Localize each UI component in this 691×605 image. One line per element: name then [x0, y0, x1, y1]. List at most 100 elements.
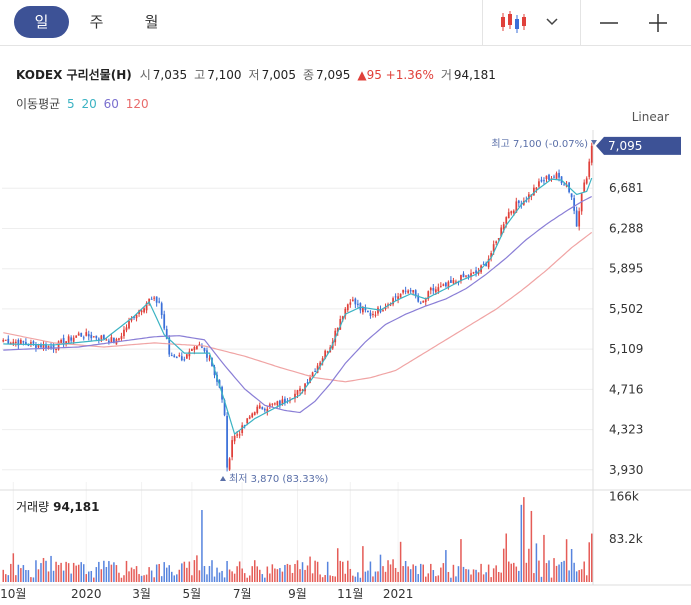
- volume-bar: [590, 533, 593, 582]
- volume-bar: [379, 554, 382, 582]
- volume-bar: [178, 569, 181, 582]
- candle-body: [336, 327, 339, 332]
- chart-type-button[interactable]: [490, 6, 570, 38]
- x-tick-label: 3월: [132, 587, 151, 601]
- candle-body: [296, 390, 299, 395]
- candle-body: [553, 176, 555, 178]
- volume-tick-label: 166k: [609, 490, 639, 504]
- candle-body: [548, 174, 550, 180]
- candle-body: [223, 400, 226, 416]
- volume-bar: [344, 573, 347, 582]
- volume-bar: [304, 569, 306, 582]
- candle-body: [563, 184, 565, 186]
- high-label: 고: [194, 68, 206, 82]
- volume-bar: [181, 563, 183, 582]
- candle-body: [268, 404, 271, 407]
- candle-body: [233, 435, 236, 442]
- volume-bar: [477, 572, 480, 582]
- candlestick-icon: [501, 11, 526, 33]
- candle-body: [163, 314, 166, 329]
- candle-body: [590, 145, 593, 163]
- candle-body: [402, 289, 405, 293]
- volume-bar: [372, 576, 374, 582]
- volume-bar: [98, 561, 100, 582]
- volume-bar: [57, 564, 60, 582]
- volume-bar: [367, 570, 369, 582]
- volume-bar: [523, 497, 525, 582]
- tab-monthly[interactable]: 월: [144, 13, 159, 31]
- candle-body: [45, 344, 47, 349]
- volume-bar: [228, 569, 231, 582]
- volume-bar: [575, 571, 578, 582]
- candle-body: [203, 347, 206, 352]
- volume-bar: [125, 560, 128, 582]
- candle-body: [160, 303, 163, 316]
- candle-body: [185, 354, 188, 359]
- volume-bar: [414, 565, 417, 582]
- volume-bar: [281, 571, 284, 582]
- x-tick-label: 2020: [71, 587, 102, 601]
- candle-body: [50, 346, 52, 348]
- volume-bar: [364, 571, 367, 582]
- tab-weekly[interactable]: 주: [89, 13, 104, 31]
- candle-body: [467, 274, 470, 277]
- volume-bar: [465, 569, 467, 582]
- volume-bar: [165, 567, 168, 582]
- candle-body: [351, 299, 354, 302]
- candle-body: [258, 405, 261, 409]
- candle-body: [40, 344, 42, 348]
- candle-body: [490, 253, 493, 258]
- low-value: 7,005: [261, 68, 296, 82]
- candle-body: [482, 263, 485, 265]
- volume-bar: [565, 539, 568, 582]
- volume-bar: [208, 566, 211, 582]
- volume-bar: [291, 572, 294, 582]
- minus-icon[interactable]: [594, 8, 624, 38]
- volume-bar: [487, 564, 490, 582]
- candle-body: [354, 298, 357, 305]
- volume-bar: [505, 533, 507, 582]
- ma-120-label: 120: [125, 97, 149, 111]
- volume-bar: [246, 577, 248, 582]
- candle-body: [173, 355, 176, 358]
- volume-bar: [540, 576, 543, 582]
- volume-bar: [201, 510, 203, 582]
- candle-body: [12, 341, 15, 344]
- candle-body: [299, 388, 301, 392]
- volume-bar: [510, 563, 513, 582]
- volume-bar: [583, 561, 585, 582]
- candle-body: [356, 303, 359, 305]
- candle-body: [246, 418, 249, 424]
- volume-bar: [145, 574, 148, 582]
- candle-body: [62, 337, 65, 345]
- open-label: 시: [139, 68, 151, 82]
- scale-mode-button[interactable]: Linear: [631, 110, 669, 124]
- volume-bar: [110, 564, 113, 582]
- open-value: 7,035: [152, 68, 188, 82]
- candle-body: [168, 337, 171, 355]
- candle-body: [507, 212, 510, 219]
- candle-body: [424, 298, 427, 303]
- candle-body: [472, 272, 475, 274]
- candle-body: [253, 412, 256, 415]
- candle-body: [535, 187, 538, 190]
- volume-bar: [113, 562, 115, 582]
- volume-bar: [555, 565, 558, 582]
- close-label: 종: [302, 68, 314, 82]
- volume-bar: [357, 572, 359, 582]
- plus-icon[interactable]: [643, 8, 673, 38]
- volume-bar: [538, 560, 540, 582]
- volume-bar: [462, 566, 465, 582]
- volume-bar: [253, 560, 256, 582]
- tab-daily[interactable]: 일: [14, 6, 69, 38]
- candle-body: [17, 339, 20, 346]
- candle-body: [394, 296, 397, 298]
- candle-body: [389, 304, 392, 306]
- candle-body: [100, 335, 103, 340]
- volume-bar: [437, 575, 440, 582]
- volume-bar: [40, 563, 42, 582]
- volume-bar: [588, 542, 590, 582]
- candle-body: [183, 359, 186, 361]
- volume-bar: [20, 568, 22, 582]
